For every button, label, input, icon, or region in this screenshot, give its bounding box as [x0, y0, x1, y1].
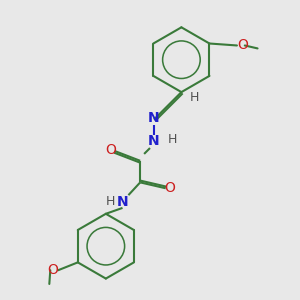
- Text: O: O: [105, 143, 116, 157]
- Text: H: H: [189, 92, 199, 104]
- Text: O: O: [47, 263, 58, 277]
- Text: H: H: [106, 194, 116, 208]
- Text: N: N: [148, 134, 160, 148]
- Text: N: N: [148, 111, 160, 125]
- Text: O: O: [237, 38, 248, 52]
- Text: N: N: [117, 195, 128, 209]
- Text: O: O: [164, 181, 175, 195]
- Text: H: H: [168, 133, 177, 146]
